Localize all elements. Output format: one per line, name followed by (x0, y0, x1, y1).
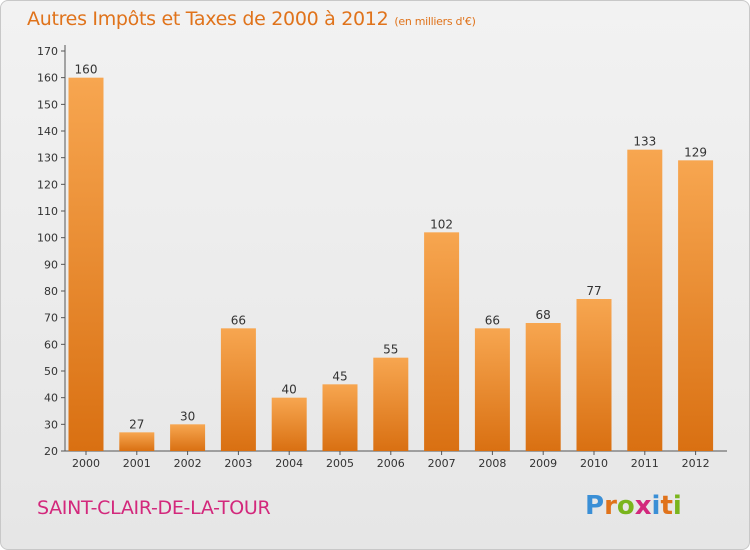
x-tick-label: 2008 (478, 457, 506, 470)
x-tick-label: 2007 (428, 457, 456, 470)
data-label: 133 (633, 135, 656, 149)
logo-letter: x (634, 491, 652, 521)
data-label: 160 (75, 63, 98, 77)
y-tick-label: 90 (44, 258, 58, 271)
data-label: 66 (485, 313, 500, 327)
logo-letter: t (660, 491, 673, 521)
logo-letter: i (672, 491, 682, 521)
bar-2006 (373, 357, 409, 451)
y-tick-label: 150 (37, 98, 58, 111)
bar-2011 (627, 149, 663, 451)
bar-2000 (68, 77, 104, 452)
commune-name: SAINT-CLAIR-DE-LA-TOUR (37, 497, 271, 519)
data-label: 45 (332, 369, 347, 383)
x-tick-label: 2003 (224, 457, 252, 470)
y-tick-label: 110 (37, 205, 58, 218)
chart-title: Autres Impôts et Taxes de 2000 à 2012 (en… (27, 8, 476, 30)
logo-letter: o (616, 491, 635, 521)
data-label: 66 (231, 313, 246, 327)
y-tick-label: 50 (44, 365, 58, 378)
bar-2001 (119, 432, 155, 451)
y-tick-label: 30 (44, 418, 58, 431)
bar-2009 (525, 323, 561, 451)
y-tick-label: 130 (37, 152, 58, 165)
data-label: 68 (536, 308, 551, 322)
y-tick-label: 100 (37, 232, 58, 245)
y-tick-label: 40 (44, 392, 58, 405)
data-label: 40 (282, 383, 297, 397)
bar-2007 (424, 232, 460, 451)
x-tick-label: 2001 (123, 457, 151, 470)
x-tick-label: 2009 (529, 457, 557, 470)
bar-2002 (170, 424, 206, 451)
y-tick-label: 60 (44, 338, 58, 351)
data-label: 55 (383, 343, 398, 357)
y-tick-label: 170 (37, 45, 58, 58)
x-tick-label: 2002 (174, 457, 202, 470)
data-label: 27 (129, 417, 144, 431)
x-tick-label: 2012 (682, 457, 710, 470)
x-tick-label: 2006 (377, 457, 405, 470)
bar-2004 (271, 397, 307, 451)
chart-title-text: Autres Impôts et Taxes de 2000 à 2012 (27, 8, 389, 30)
logo-letter: P (585, 491, 605, 521)
bar-2012 (678, 160, 714, 452)
bar-2008 (474, 328, 510, 451)
bar-2010 (576, 299, 612, 451)
bar-2005 (322, 384, 358, 451)
y-tick-label: 120 (37, 178, 58, 191)
chart-unit: (en milliers d'€) (394, 15, 476, 28)
y-tick-label: 140 (37, 125, 58, 138)
x-tick-label: 2011 (631, 457, 659, 470)
y-tick-label: 160 (37, 72, 58, 85)
x-tick-label: 2005 (326, 457, 354, 470)
y-tick-label: 20 (44, 445, 58, 458)
data-label: 129 (684, 145, 707, 159)
x-tick-label: 2004 (275, 457, 303, 470)
bar-2003 (220, 328, 256, 451)
data-label: 77 (586, 284, 601, 298)
logo-letter: i (651, 491, 661, 521)
x-tick-label: 2010 (580, 457, 608, 470)
data-label: 102 (430, 217, 453, 231)
data-label: 30 (180, 409, 195, 423)
logo-letter: r (604, 491, 617, 521)
y-tick-label: 70 (44, 312, 58, 325)
y-tick-label: 80 (44, 285, 58, 298)
proxiti-logo: Proxiti (585, 491, 682, 521)
x-tick-label: 2000 (72, 457, 100, 470)
